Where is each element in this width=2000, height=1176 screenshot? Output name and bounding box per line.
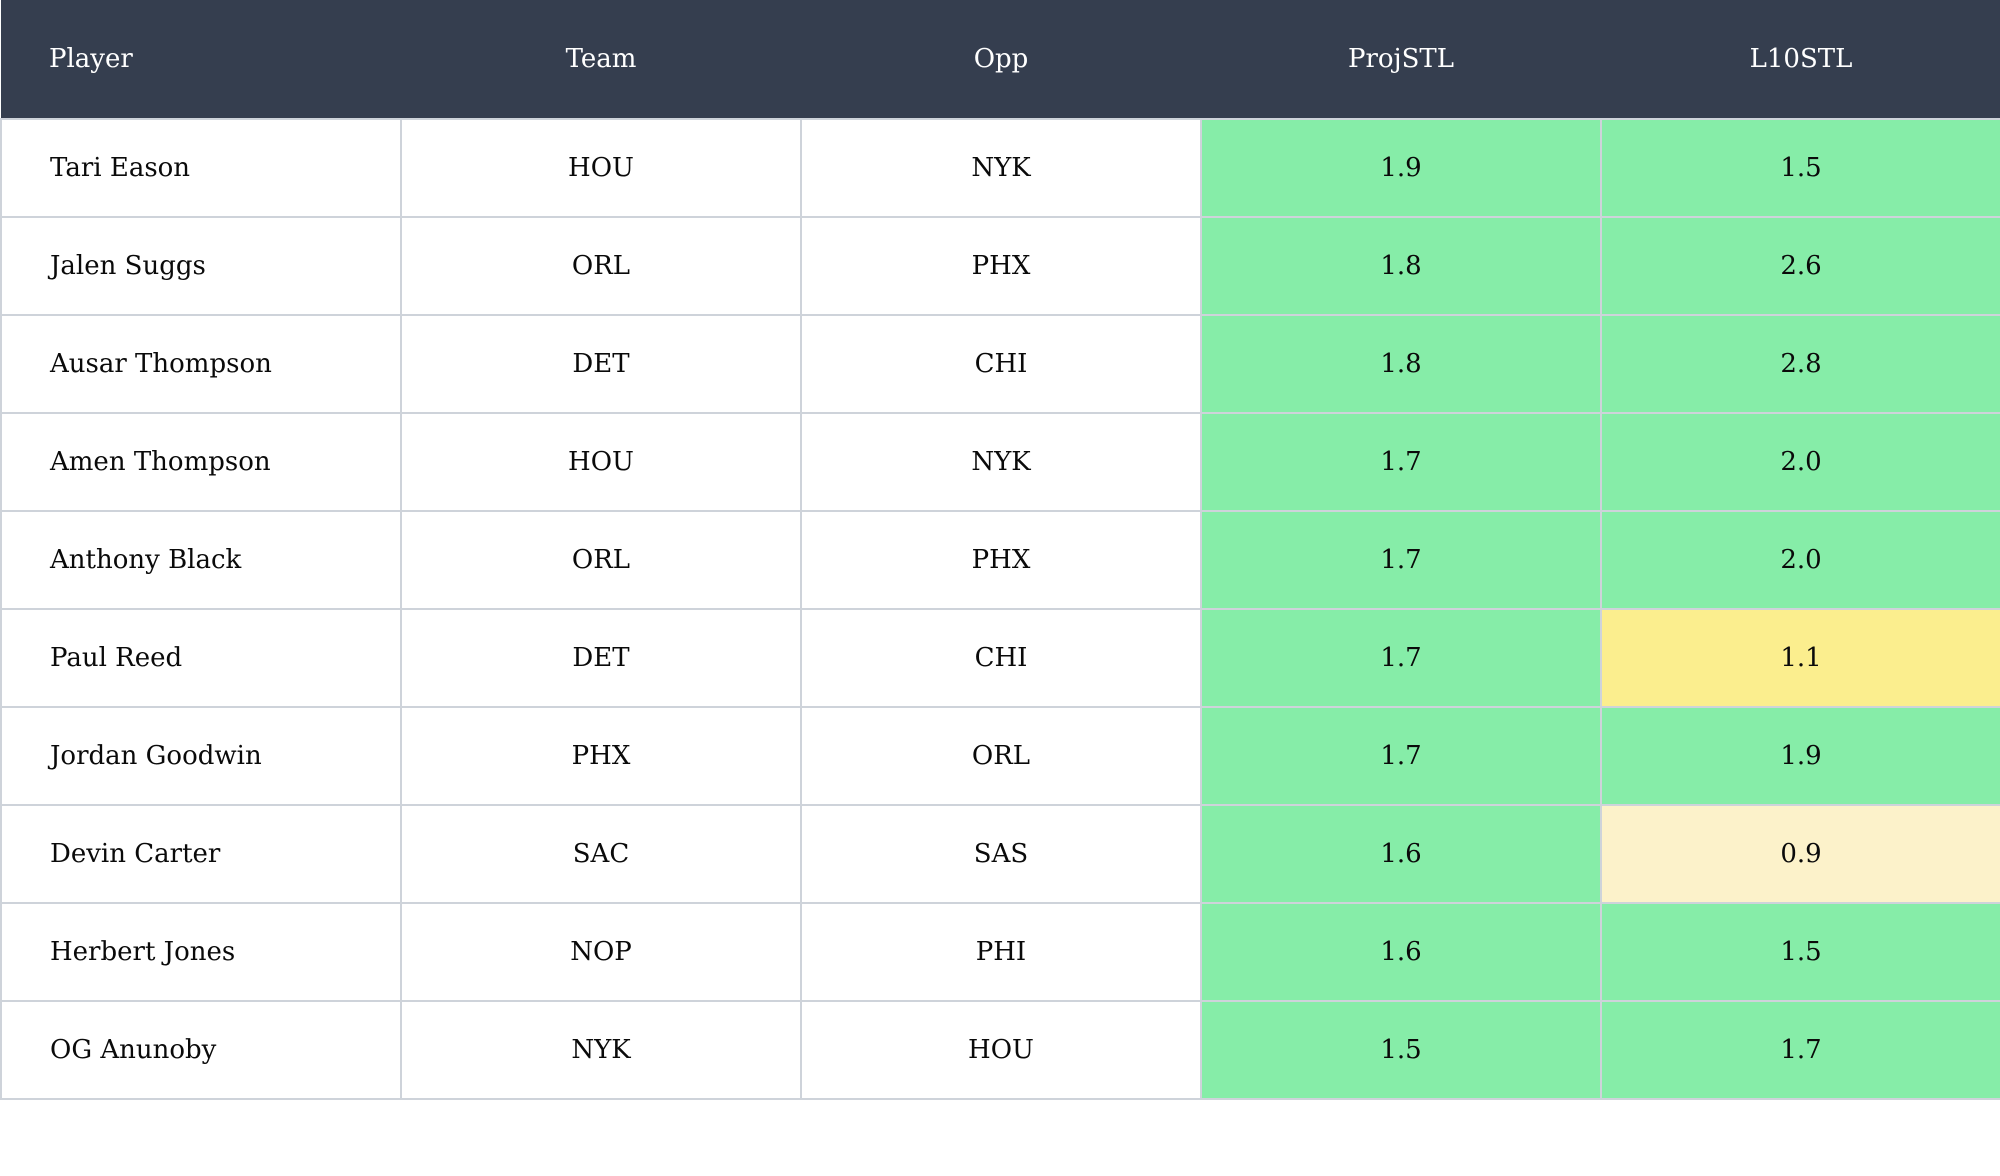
cell-opp: PHI <box>800 902 1202 1002</box>
cell-l10stl: 0.9 <box>1600 804 2000 904</box>
cell-projstl: 1.6 <box>1200 902 1602 1002</box>
cell-player: Herbert Jones <box>0 902 402 1002</box>
cell-opp: PHX <box>800 216 1202 316</box>
col-header-team: Team <box>401 0 801 119</box>
cell-player: OG Anunoby <box>0 1000 402 1100</box>
cell-projstl: 1.7 <box>1200 510 1602 610</box>
cell-projstl: 1.7 <box>1200 706 1602 806</box>
cell-l10stl: 2.8 <box>1600 314 2000 414</box>
table-row: Jalen Suggs ORL PHX 1.8 2.6 <box>0 216 2000 316</box>
cell-l10stl: 1.5 <box>1600 118 2000 218</box>
cell-opp: HOU <box>800 1000 1202 1100</box>
cell-team: SAC <box>400 804 802 904</box>
cell-opp: ORL <box>800 706 1202 806</box>
cell-l10stl: 2.0 <box>1600 412 2000 512</box>
cell-opp: PHX <box>800 510 1202 610</box>
cell-player: Tari Eason <box>0 118 402 218</box>
col-header-l10stl: L10STL <box>1601 0 2000 119</box>
cell-team: NYK <box>400 1000 802 1100</box>
cell-team: PHX <box>400 706 802 806</box>
table-row: Devin Carter SAC SAS 1.6 0.9 <box>0 804 2000 904</box>
table-row: Amen Thompson HOU NYK 1.7 2.0 <box>0 412 2000 512</box>
cell-projstl: 1.7 <box>1200 412 1602 512</box>
cell-player: Devin Carter <box>0 804 402 904</box>
cell-player: Anthony Black <box>0 510 402 610</box>
table-row: Jordan Goodwin PHX ORL 1.7 1.9 <box>0 706 2000 806</box>
cell-projstl: 1.5 <box>1200 1000 1602 1100</box>
cell-l10stl: 2.6 <box>1600 216 2000 316</box>
cell-player: Jalen Suggs <box>0 216 402 316</box>
cell-l10stl: 2.0 <box>1600 510 2000 610</box>
cell-opp: SAS <box>800 804 1202 904</box>
table-row: Herbert Jones NOP PHI 1.6 1.5 <box>0 902 2000 1002</box>
player-steals-table: Player Team Opp ProjSTL L10STL Tari Easo… <box>0 0 2000 1100</box>
cell-team: ORL <box>400 216 802 316</box>
col-header-player: Player <box>1 0 401 119</box>
cell-opp: NYK <box>800 118 1202 218</box>
cell-opp: NYK <box>800 412 1202 512</box>
cell-team: ORL <box>400 510 802 610</box>
table-body: Tari Eason HOU NYK 1.9 1.5 Jalen Suggs ORL PHX 1… <box>0 118 2000 1100</box>
cell-opp: CHI <box>800 608 1202 708</box>
cell-projstl: 1.6 <box>1200 804 1602 904</box>
cell-projstl: 1.7 <box>1200 608 1602 708</box>
table-row: Anthony Black ORL PHX 1.7 2.0 <box>0 510 2000 610</box>
cell-projstl: 1.8 <box>1200 314 1602 414</box>
cell-l10stl: 1.1 <box>1600 608 2000 708</box>
cell-team: NOP <box>400 902 802 1002</box>
table-row: Paul Reed DET CHI 1.7 1.1 <box>0 608 2000 708</box>
header-row: Player Team Opp ProjSTL L10STL <box>1 0 2000 119</box>
cell-l10stl: 1.9 <box>1600 706 2000 806</box>
cell-player: Paul Reed <box>0 608 402 708</box>
cell-player: Amen Thompson <box>0 412 402 512</box>
table-row: Ausar Thompson DET CHI 1.8 2.8 <box>0 314 2000 414</box>
table-row: Tari Eason HOU NYK 1.9 1.5 <box>0 118 2000 218</box>
cell-team: HOU <box>400 412 802 512</box>
cell-projstl: 1.9 <box>1200 118 1602 218</box>
cell-projstl: 1.8 <box>1200 216 1602 316</box>
col-header-projstl: ProjSTL <box>1201 0 1601 119</box>
cell-l10stl: 1.7 <box>1600 1000 2000 1100</box>
col-header-opp: Opp <box>801 0 1201 119</box>
cell-player: Ausar Thompson <box>0 314 402 414</box>
cell-l10stl: 1.5 <box>1600 902 2000 1002</box>
table-header: Player Team Opp ProjSTL L10STL <box>1 0 2000 119</box>
table-row: OG Anunoby NYK HOU 1.5 1.7 <box>0 1000 2000 1100</box>
cell-team: HOU <box>400 118 802 218</box>
cell-player: Jordan Goodwin <box>0 706 402 806</box>
cell-opp: CHI <box>800 314 1202 414</box>
cell-team: DET <box>400 608 802 708</box>
cell-team: DET <box>400 314 802 414</box>
